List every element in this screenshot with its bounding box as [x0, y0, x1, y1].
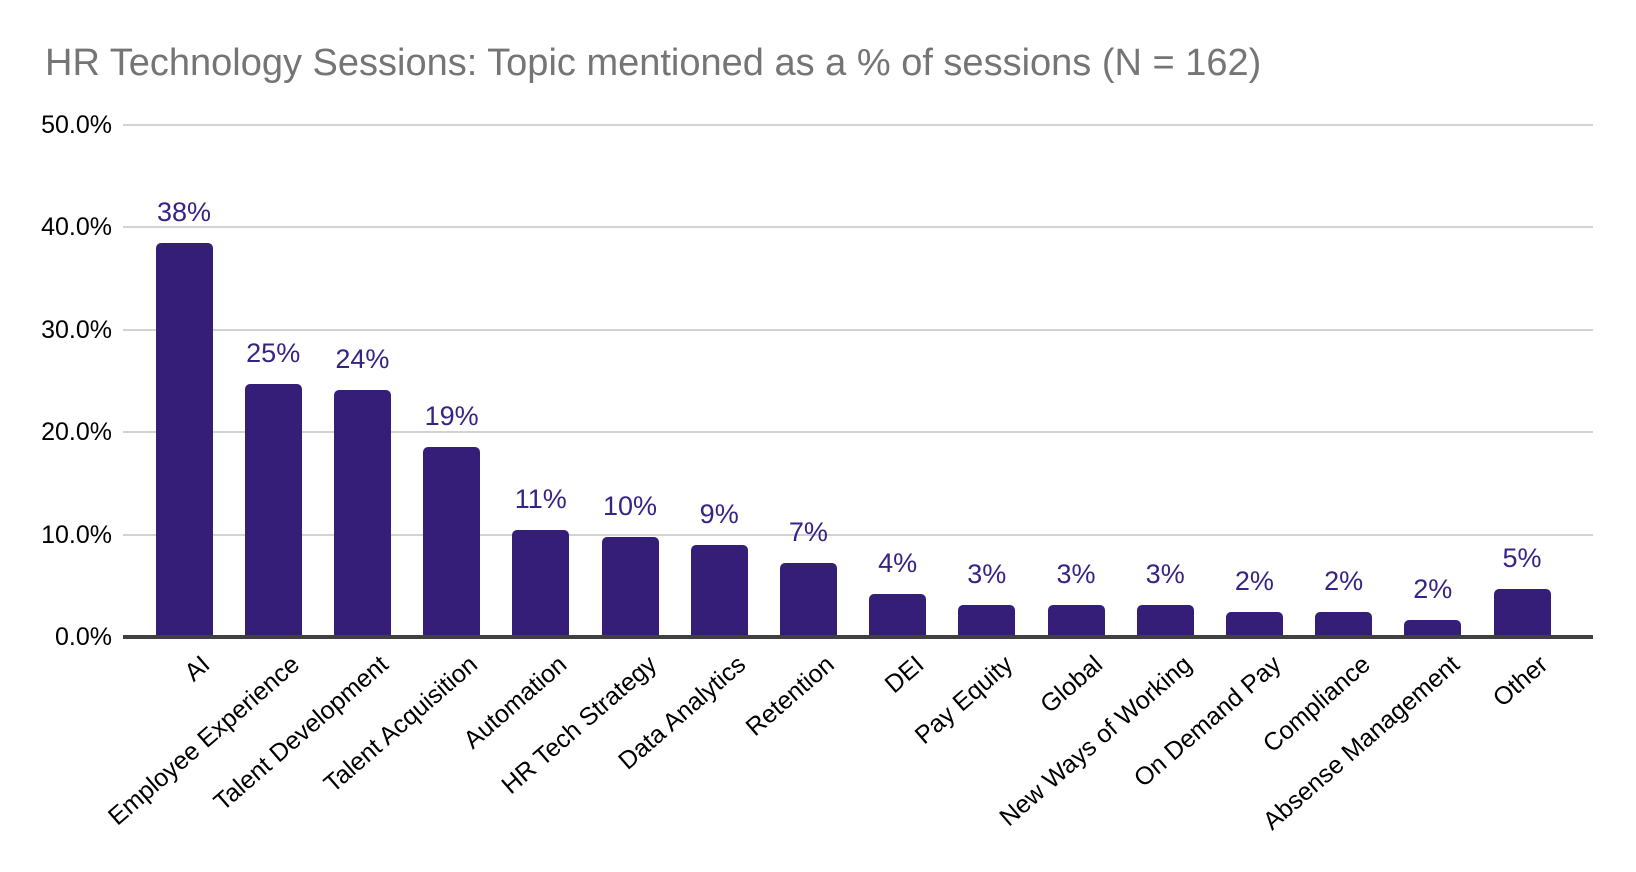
gridline	[123, 431, 1593, 433]
bar-retention	[779, 563, 837, 637]
bar-value-label: 7%	[788, 517, 828, 548]
bar-talent-development	[333, 389, 391, 637]
bar-value-label: 38%	[156, 197, 212, 228]
x-axis-category-label: Retention	[740, 650, 841, 742]
y-axis-tick-label: 0.0%	[55, 623, 112, 651]
bar-value-label: 11%	[514, 484, 567, 515]
x-axis-line	[123, 635, 1593, 639]
x-axis-category-label: Global	[1034, 650, 1108, 719]
bar-value-label: 2%	[1234, 566, 1274, 597]
gridline	[123, 328, 1593, 331]
chart-title: HR Technology Sessions: Topic mentioned …	[45, 42, 1262, 84]
bar-on-demand-pay	[1225, 612, 1283, 637]
x-axis-category-label: Other	[1488, 650, 1554, 713]
bar-employee-experience	[244, 383, 302, 637]
bar-value-label: 4%	[878, 547, 918, 578]
bar-automation	[512, 530, 570, 637]
x-axis-category-label: Pay Equity	[909, 650, 1019, 750]
y-axis-tick-label: 40.0%	[41, 213, 112, 241]
y-axis-tick-label: 20.0%	[41, 418, 112, 446]
y-axis-tick-label: 30.0%	[41, 315, 112, 344]
bar-value-label: 24%	[335, 343, 390, 374]
bar-value-label: 5%	[1502, 542, 1542, 573]
bar-dei	[869, 593, 927, 637]
y-axis-tick-label: 10.0%	[41, 520, 112, 549]
bar-global	[1047, 605, 1105, 637]
bar-new-ways-of-working	[1136, 605, 1194, 637]
bar-hr-tech-strategy	[601, 536, 659, 637]
x-axis-category-label: HR Tech Strategy	[495, 650, 662, 800]
x-axis-category-label: Talent Acquisition	[319, 650, 484, 799]
bar-value-label: 2%	[1324, 566, 1364, 597]
x-axis-category-label: DEI	[879, 650, 930, 699]
bar-other	[1493, 588, 1551, 637]
gridline	[123, 123, 1593, 126]
y-axis-tick-label: 50.0%	[41, 110, 112, 139]
gridline	[123, 533, 1593, 536]
gridline	[123, 226, 1593, 228]
bar-value-label: 9%	[699, 498, 739, 529]
x-axis-category-label: AI	[179, 650, 216, 687]
bar-value-label: 3%	[1145, 559, 1185, 590]
bar-talent-acquisition	[423, 447, 481, 637]
bar-ai	[155, 243, 213, 637]
bar-value-label: 3%	[1056, 559, 1096, 590]
bar-pay-equity	[958, 605, 1016, 637]
bar-absense-management	[1404, 619, 1462, 637]
bar-value-label: 25%	[246, 337, 301, 368]
bar-value-label: 3%	[967, 559, 1007, 590]
bar-value-label: 10%	[602, 490, 658, 521]
bar-value-label: 2%	[1413, 573, 1453, 604]
bar-compliance	[1315, 612, 1373, 637]
bar-data-analytics	[690, 544, 748, 637]
bar-value-label: 19%	[424, 401, 479, 432]
